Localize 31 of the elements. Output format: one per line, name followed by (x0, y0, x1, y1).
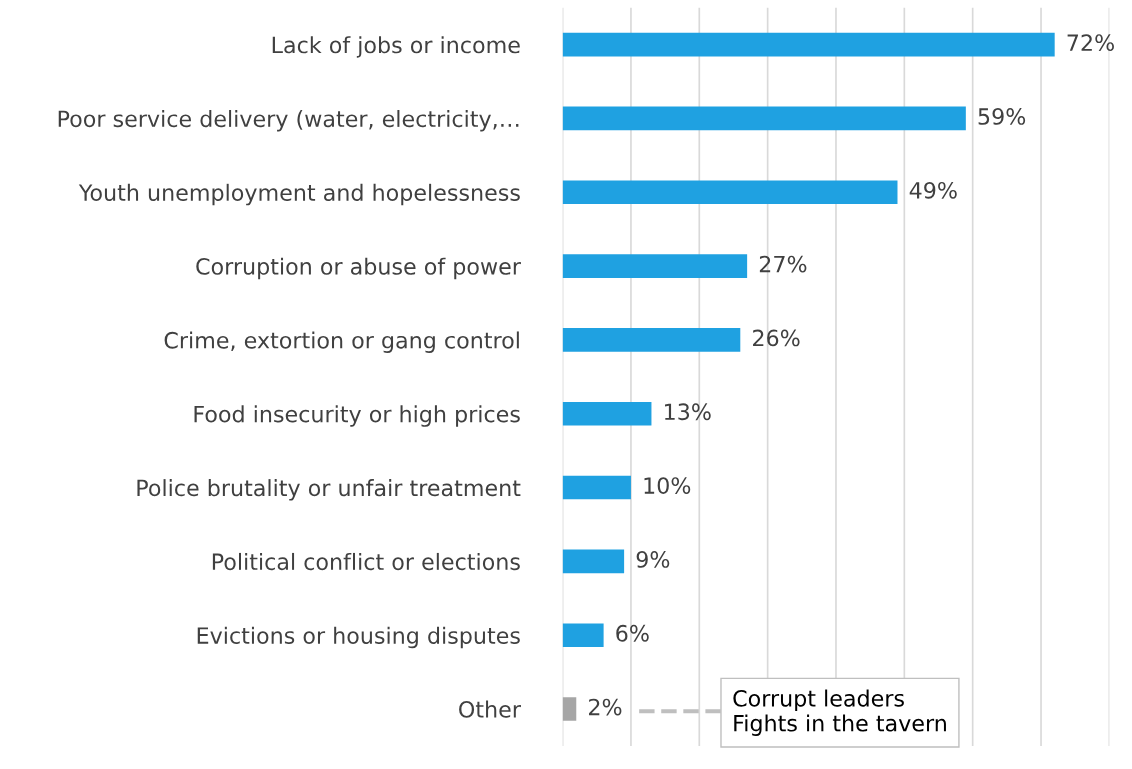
data-label: 27% (759, 255, 807, 273)
data-label: 9% (636, 551, 670, 568)
data-label: 6% (616, 624, 649, 642)
y-tick-label: Lack of jobs or income (272, 36, 520, 58)
data-label: 59% (978, 108, 1026, 125)
y-tick-label: Youth unemployment and hopelessness (78, 183, 520, 206)
data-label: 2% (589, 698, 622, 716)
data-label: 49% (909, 181, 957, 199)
bar (562, 475, 631, 500)
bar (562, 328, 741, 352)
bar (562, 623, 604, 648)
bar (562, 254, 748, 278)
y-tick-label: Poor service delivery (water, electricity,… (58, 109, 519, 132)
y-tick-label: Corruption or abuse of power (196, 257, 521, 280)
data-label: 26% (753, 329, 800, 347)
y-tick-label: Other (459, 700, 521, 718)
annotation: Corrupt leaders Fights in the tavern (733, 689, 946, 736)
bar (562, 401, 652, 426)
bar (562, 697, 577, 721)
y-tick-label: Food insecurity or high prices (194, 405, 520, 427)
data-label: 10% (644, 477, 691, 494)
data-label: 13% (665, 403, 711, 421)
y-tick-label: Police brutality or unfair treatment (137, 479, 521, 501)
y-tick-label: Evictions or housing disputes (197, 626, 520, 649)
bar (562, 32, 1055, 57)
y-tick-label: Political conflict or elections (212, 552, 520, 571)
bar (562, 549, 625, 574)
bar (562, 180, 898, 205)
data-label: 72% (1067, 34, 1114, 52)
y-tick-label: Crime, extortion or gang control (164, 331, 519, 353)
bar (562, 106, 966, 131)
